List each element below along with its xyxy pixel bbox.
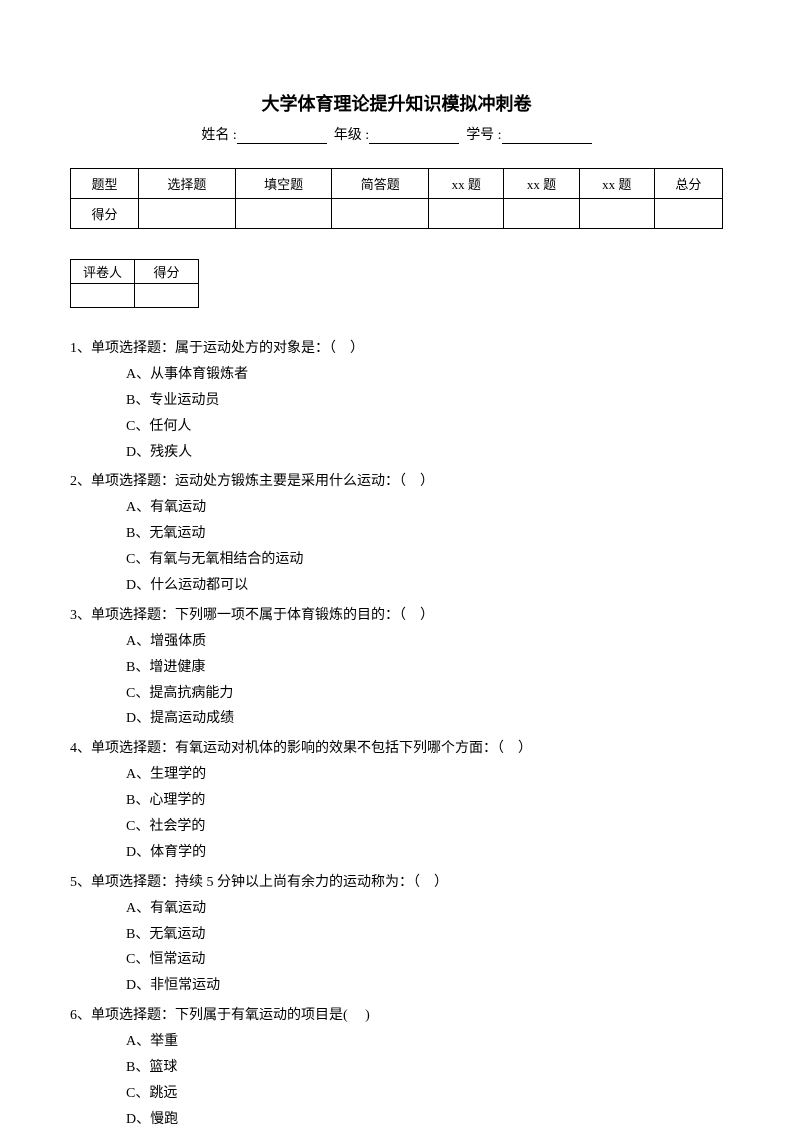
question-option: C、有氧与无氧相结合的运动 — [70, 547, 723, 573]
question-option: B、增进健康 — [70, 655, 723, 681]
question-option: D、残疾人 — [70, 440, 723, 466]
score-header-cell: xx 题 — [579, 169, 654, 199]
question-option: A、有氧运动 — [70, 495, 723, 521]
question-option: B、心理学的 — [70, 788, 723, 814]
grade-blank[interactable] — [369, 128, 459, 144]
question-option: D、体育学的 — [70, 840, 723, 866]
question: 2、单项选择题：运动处方锻炼主要是采用什么运动：（ ）A、有氧运动B、无氧运动C… — [70, 469, 723, 598]
name-blank[interactable] — [237, 128, 327, 144]
grader-cell[interactable] — [71, 284, 135, 308]
score-table-header-row: 题型 选择题 填空题 简答题 xx 题 xx 题 xx 题 总分 — [71, 169, 723, 199]
score-header-cell: xx 题 — [504, 169, 579, 199]
question-option: B、无氧运动 — [70, 922, 723, 948]
score-row-label: 得分 — [71, 199, 139, 229]
question-option: B、专业运动员 — [70, 388, 723, 414]
question-stem: 6、单项选择题：下列属于有氧运动的项目是( ) — [70, 1003, 723, 1029]
score-cell[interactable] — [332, 199, 429, 229]
question-option: C、提高抗病能力 — [70, 681, 723, 707]
question-option: B、无氧运动 — [70, 521, 723, 547]
name-label: 姓名 : — [201, 128, 236, 143]
score-header-cell: 填空题 — [235, 169, 332, 199]
question-stem: 2、单项选择题：运动处方锻炼主要是采用什么运动：（ ） — [70, 469, 723, 495]
question: 6、单项选择题：下列属于有氧运动的项目是( )A、举重B、篮球C、跳远D、慢跑 — [70, 1003, 723, 1132]
question: 3、单项选择题：下列哪一项不属于体育锻炼的目的：（ ）A、增强体质B、增进健康C… — [70, 603, 723, 732]
score-cell[interactable] — [139, 199, 236, 229]
question-option: A、有氧运动 — [70, 896, 723, 922]
student-info-line: 姓名 : 年级 : 学号 : — [70, 124, 723, 144]
question-option: D、什么运动都可以 — [70, 573, 723, 599]
id-blank[interactable] — [502, 128, 592, 144]
question-stem: 4、单项选择题：有氧运动对机体的影响的效果不包括下列哪个方面：（ ） — [70, 736, 723, 762]
questions-section: 1、单项选择题：属于运动处方的对象是：（ ）A、从事体育锻炼者B、专业运动员C、… — [70, 336, 723, 1133]
question-option: A、生理学的 — [70, 762, 723, 788]
question: 1、单项选择题：属于运动处方的对象是：（ ）A、从事体育锻炼者B、专业运动员C、… — [70, 336, 723, 465]
id-label: 学号 : — [466, 128, 501, 143]
score-header-cell: 总分 — [654, 169, 722, 199]
question-option: A、增强体质 — [70, 629, 723, 655]
score-cell[interactable] — [579, 199, 654, 229]
grader-header: 评卷人 — [71, 260, 135, 284]
score-header-cell: 选择题 — [139, 169, 236, 199]
grader-table: 评卷人 得分 — [70, 259, 199, 308]
score-table: 题型 选择题 填空题 简答题 xx 题 xx 题 xx 题 总分 得分 — [70, 168, 723, 229]
question-option: C、跳远 — [70, 1081, 723, 1107]
grader-score-header: 得分 — [135, 260, 199, 284]
score-cell[interactable] — [429, 199, 504, 229]
score-header-cell: 题型 — [71, 169, 139, 199]
exam-title: 大学体育理论提升知识模拟冲刺卷 — [70, 90, 723, 116]
question-option: D、非恒常运动 — [70, 973, 723, 999]
question-option: B、篮球 — [70, 1055, 723, 1081]
score-header-cell: 简答题 — [332, 169, 429, 199]
question-option: A、从事体育锻炼者 — [70, 362, 723, 388]
question-option: C、任何人 — [70, 414, 723, 440]
score-header-cell: xx 题 — [429, 169, 504, 199]
grade-label: 年级 : — [334, 128, 369, 143]
question-option: C、社会学的 — [70, 814, 723, 840]
score-cell[interactable] — [504, 199, 579, 229]
score-table-value-row: 得分 — [71, 199, 723, 229]
grader-score-cell[interactable] — [135, 284, 199, 308]
question-option: D、慢跑 — [70, 1107, 723, 1133]
question: 5、单项选择题：持续 5 分钟以上尚有余力的运动称为：（ ）A、有氧运动B、无氧… — [70, 870, 723, 999]
question: 4、单项选择题：有氧运动对机体的影响的效果不包括下列哪个方面：（ ）A、生理学的… — [70, 736, 723, 865]
score-cell[interactable] — [654, 199, 722, 229]
question-stem: 5、单项选择题：持续 5 分钟以上尚有余力的运动称为：（ ） — [70, 870, 723, 896]
question-stem: 3、单项选择题：下列哪一项不属于体育锻炼的目的：（ ） — [70, 603, 723, 629]
question-stem: 1、单项选择题：属于运动处方的对象是：（ ） — [70, 336, 723, 362]
score-cell[interactable] — [235, 199, 332, 229]
question-option: A、举重 — [70, 1029, 723, 1055]
question-option: C、恒常运动 — [70, 947, 723, 973]
question-option: D、提高运动成绩 — [70, 706, 723, 732]
